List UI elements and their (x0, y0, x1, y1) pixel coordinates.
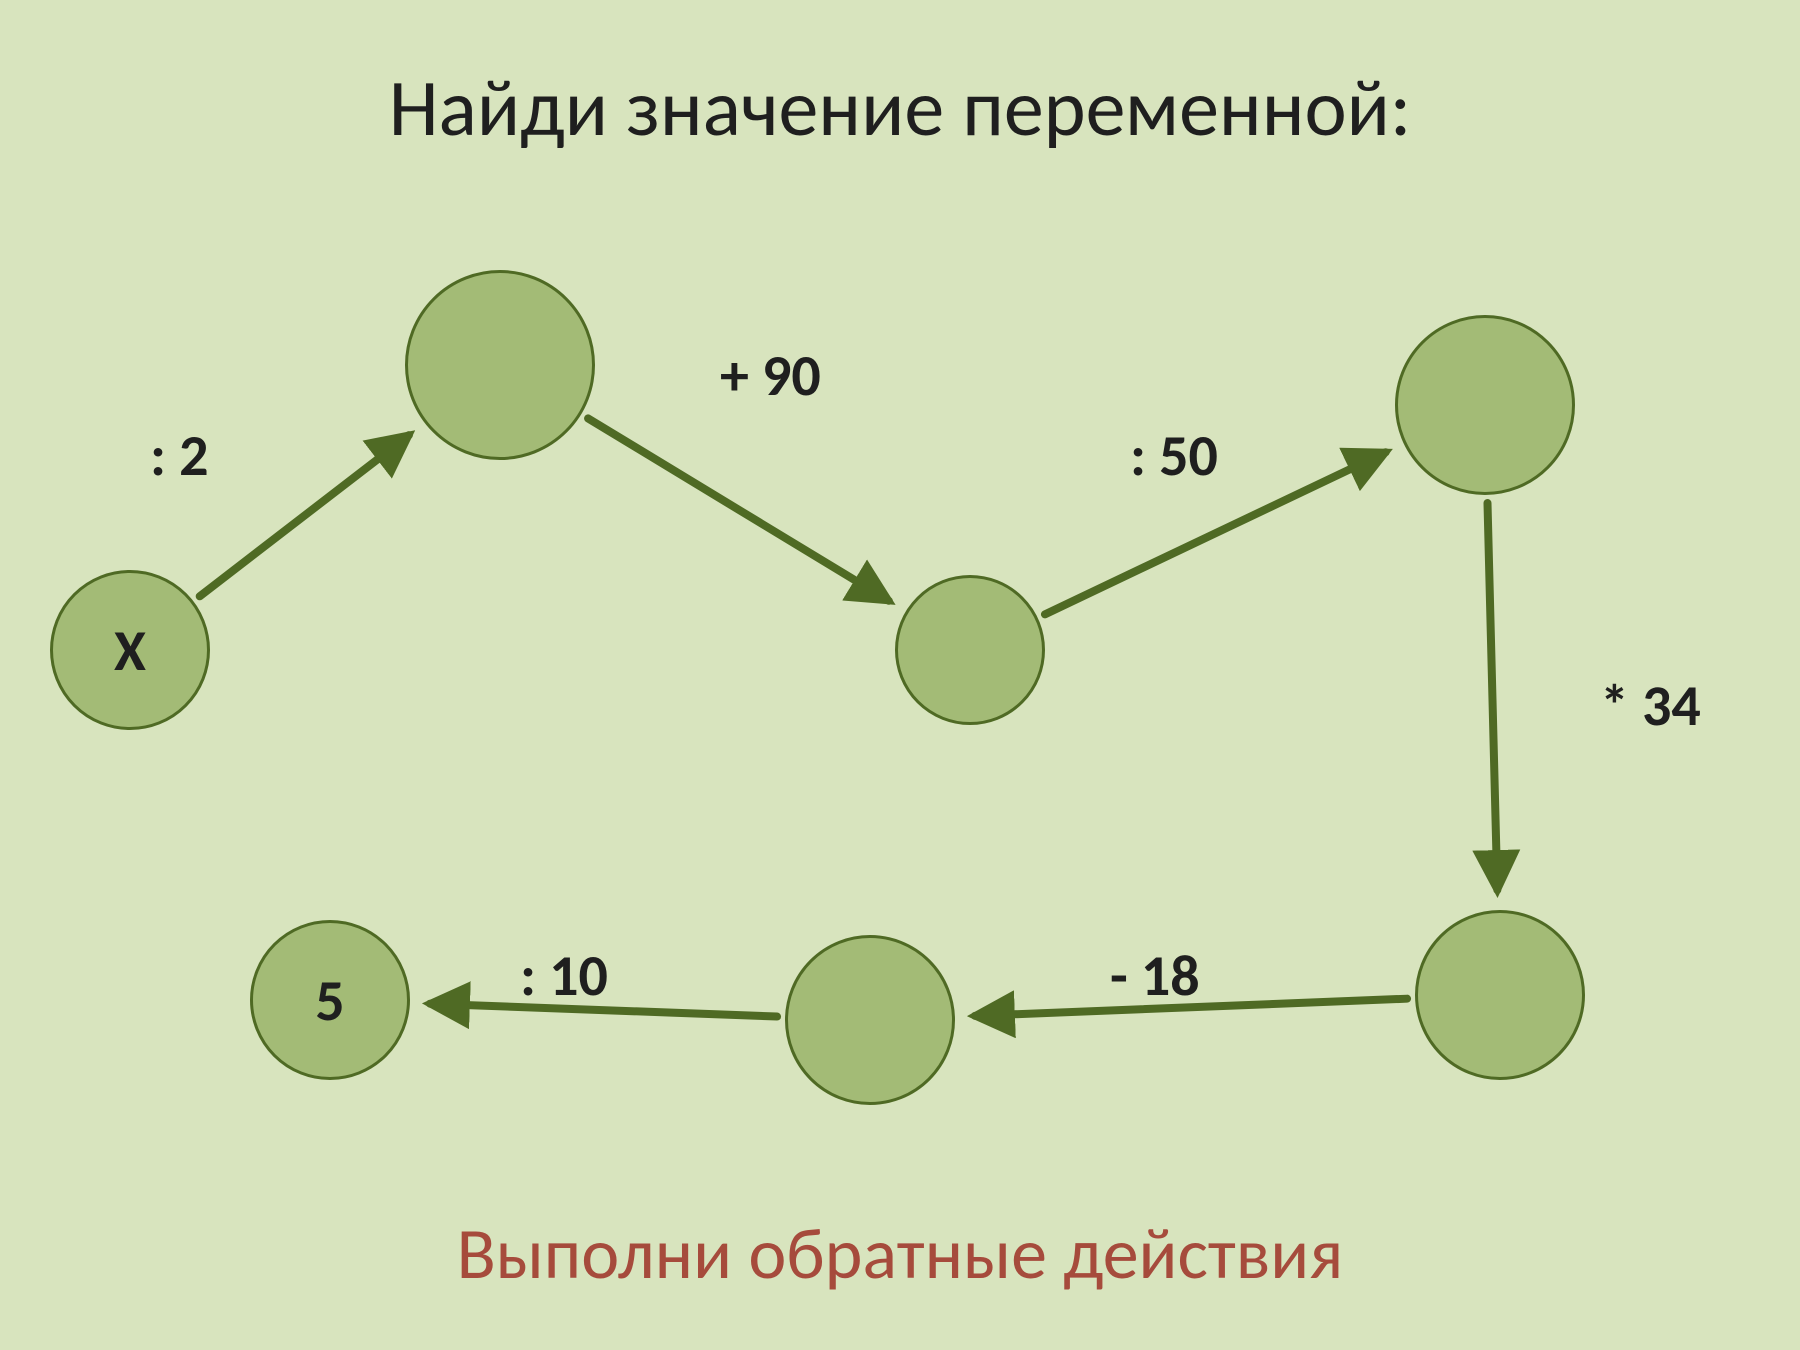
edge-n0-n1 (200, 435, 409, 596)
node-n6: 5 (250, 920, 410, 1080)
edge-n1-n2 (588, 418, 889, 600)
edge-label-n0-n1: : 2 (150, 420, 209, 491)
node-n5 (785, 935, 955, 1105)
edge-label-n4-n5: - 18 (1110, 940, 1200, 1011)
diagram-canvas: Найди значение переменной: Х 5 : 2 + 90 : 5… (0, 0, 1800, 1350)
edge-label-n1-n2: + 90 (720, 340, 821, 411)
edge-label-n2-n3: : 50 (1130, 420, 1218, 491)
page-title: Найди значение переменной: (0, 60, 1800, 157)
node-n4 (1415, 910, 1585, 1080)
edge-label-n3-n4: * 34 (1600, 670, 1701, 741)
node-n1 (405, 270, 595, 460)
edge-n3-n4 (1487, 503, 1497, 890)
edge-label-n5-n6: : 10 (520, 940, 608, 1011)
node-n2 (895, 575, 1045, 725)
node-n3 (1395, 315, 1575, 495)
page-subtitle: Выполни обратные действия (0, 1210, 1800, 1298)
node-n0: Х (50, 570, 210, 730)
